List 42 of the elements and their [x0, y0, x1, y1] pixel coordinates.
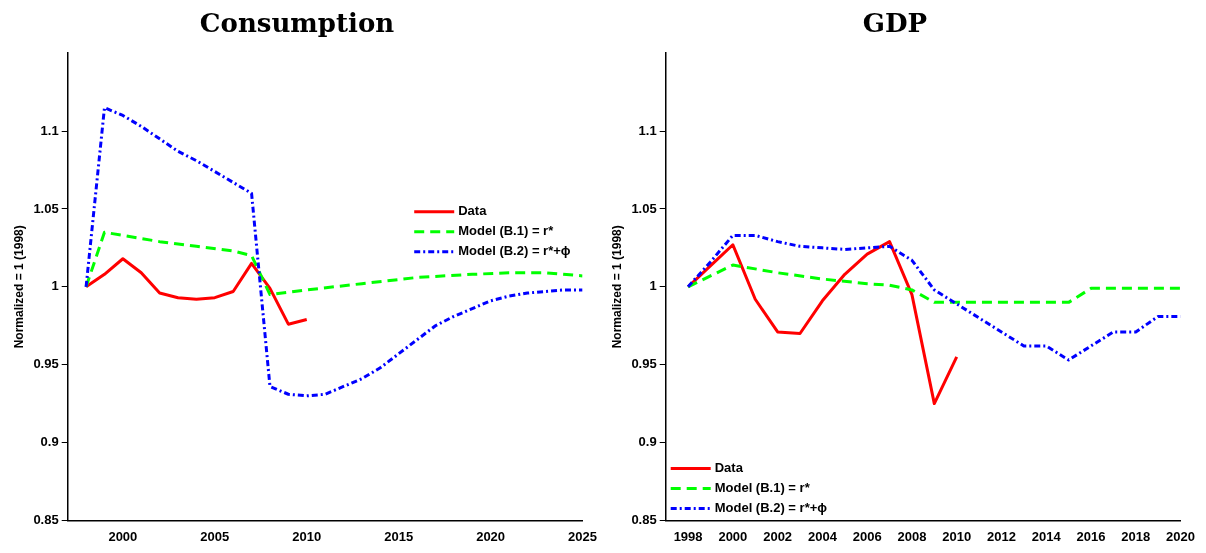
- x-tick-label: 2004: [807, 528, 838, 544]
- x-tick-label: 2014: [1031, 528, 1062, 544]
- x-tick-label: 2018: [1121, 528, 1151, 544]
- line-series: [686, 263, 1181, 304]
- x-tick-label: 2020: [1166, 528, 1195, 544]
- legend-label: Model (B.1) = r*: [714, 479, 811, 495]
- x-tick-label: 2012: [987, 528, 1016, 544]
- x-tick-label: 2008: [897, 528, 927, 544]
- x-tick-label: 2002: [763, 528, 793, 544]
- y-tick-label: 0.9: [638, 434, 657, 450]
- y-tick-label: 1.05: [631, 200, 657, 216]
- x-tick-label: 2025: [568, 528, 597, 544]
- y-tick-label: 1: [649, 278, 657, 294]
- y-tick-label: 0.95: [631, 356, 657, 372]
- line-series: [84, 106, 583, 398]
- y-tick-label: 0.9: [40, 434, 59, 450]
- legend-label: Model (B.2) = r*+ϕ: [458, 243, 571, 259]
- y-tick-label: 0.85: [33, 511, 59, 527]
- y-tick-label: 1: [51, 278, 59, 294]
- x-tick-label: 2016: [1076, 528, 1106, 544]
- x-tick-label: 2010: [942, 528, 972, 544]
- legend-label: Data: [458, 203, 488, 219]
- y-tick-label: 1.05: [33, 200, 59, 216]
- legend-label: Data: [714, 459, 744, 475]
- chart-title: Consumption: [199, 8, 395, 39]
- legend-label: Model (B.1) = r*: [458, 223, 555, 239]
- x-tick-label: 2020: [476, 528, 506, 544]
- x-tick-label: 1998: [673, 528, 703, 544]
- y-tick-label: 1.1: [40, 122, 59, 138]
- x-tick-label: 2000: [108, 528, 138, 544]
- chart-title: GDP: [862, 8, 928, 39]
- y-axis-title: Normalized = 1 (1998): [11, 225, 26, 349]
- x-tick-label: 2006: [852, 528, 882, 544]
- legend-label: Model (B.2) = r*+ϕ: [714, 499, 828, 515]
- y-axis-title: Normalized = 1 (1998): [609, 225, 624, 349]
- y-tick-label: 0.95: [33, 356, 59, 372]
- x-tick-label: 2015: [384, 528, 414, 544]
- x-tick-label: 2010: [292, 528, 322, 544]
- y-tick-label: 1.1: [638, 122, 657, 138]
- y-tick-label: 0.85: [631, 511, 657, 527]
- x-tick-label: 2000: [718, 528, 748, 544]
- x-tick-label: 2005: [200, 528, 230, 544]
